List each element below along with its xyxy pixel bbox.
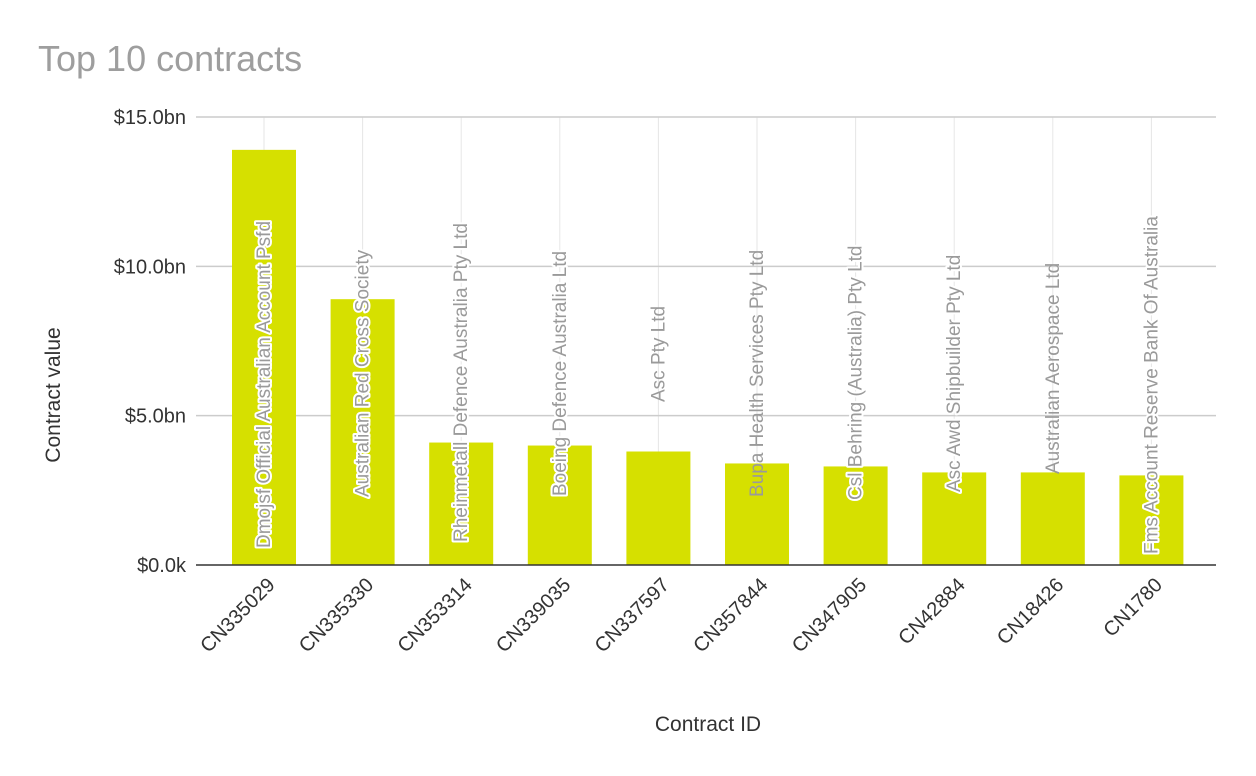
- bar-data-label: Csl Behring (Australia) Pty Ltd: [846, 246, 867, 501]
- bar: [527, 445, 592, 565]
- bar: [330, 299, 395, 565]
- x-axis-title: Contract ID: [655, 713, 761, 736]
- bar-data-label: Fms Account Reserve Bank Of Australia: [1141, 216, 1162, 554]
- bar: [232, 149, 296, 565]
- x-tick-label: CN353314: [394, 574, 477, 657]
- bar-data-label: Asc Pty Ltd: [648, 306, 669, 402]
- y-tick-label: $5.0bn: [125, 406, 186, 428]
- bar: [725, 463, 789, 565]
- bar-data-label: Asc Awd Shipbuilder Pty Ltd: [944, 255, 965, 492]
- bar: [626, 451, 691, 565]
- bar: [429, 442, 494, 565]
- bar-data-label: Dmojsf Official Australian Account Psfd: [254, 221, 275, 548]
- bar-data-label: Rheinmetall Defence Australia Pty Ltd: [451, 223, 472, 542]
- data-label-layer: Dmojsf Official Australian Account Psfd A…: [252, 214, 1164, 556]
- x-tick-label: CN42884: [894, 574, 969, 649]
- bar-data-label: Australian Red Cross Society: [353, 249, 374, 497]
- y-tick-label: $0.0k: [137, 555, 187, 577]
- x-tick-label: CN347905: [788, 574, 871, 657]
- bar-data-label: Boeing Defence Australia Ltd: [550, 251, 571, 496]
- x-tick-label: CN337597: [591, 574, 674, 657]
- chart-title: Top 10 contracts: [38, 38, 303, 79]
- bar-data-label: Bupa Health Services Pty Ltd: [747, 250, 768, 497]
- x-tick-label: CN335029: [196, 574, 279, 657]
- x-tick-label: CN18426: [993, 574, 1068, 649]
- y-axis-title: Contract value: [42, 327, 65, 462]
- bar: [823, 466, 888, 565]
- bar: [1119, 475, 1184, 565]
- x-tick-label: CN339035: [492, 574, 575, 657]
- bar-layer: [232, 149, 1184, 565]
- y-tick-label: $10.0bn: [114, 256, 186, 278]
- x-tick-label: CN1780: [1099, 574, 1166, 641]
- bar: [1020, 472, 1085, 565]
- bar: [922, 472, 987, 565]
- x-tick-label: CN335330: [295, 574, 378, 657]
- x-tick-label: CN357844: [689, 574, 772, 657]
- y-tick-label: $15.0bn: [114, 107, 186, 129]
- bar-data-label: Australian Aerospace Ltd: [1043, 263, 1064, 474]
